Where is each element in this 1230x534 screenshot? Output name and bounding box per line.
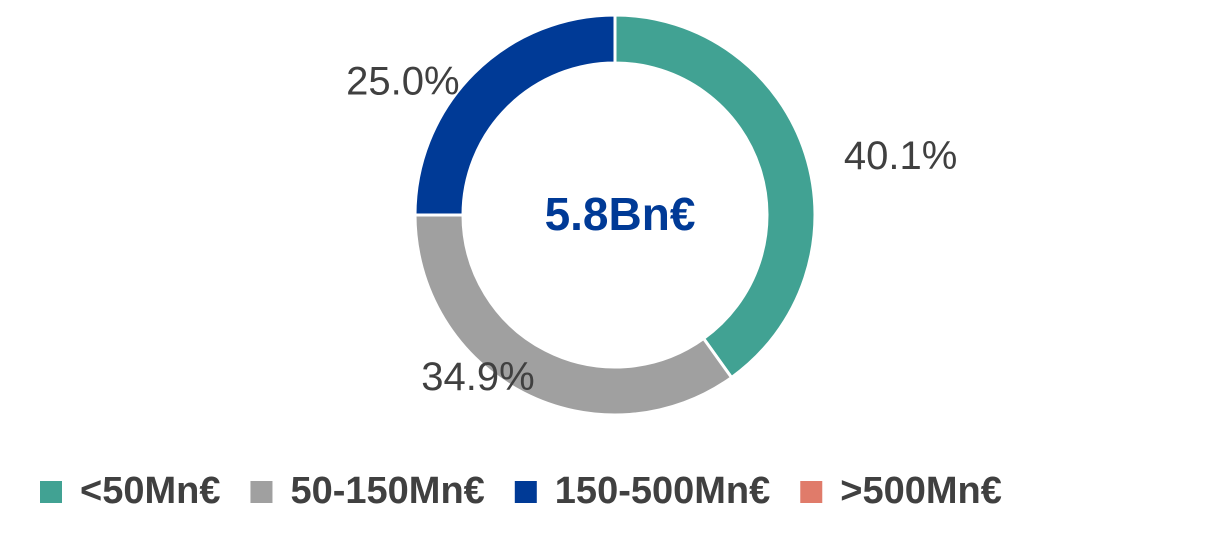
legend-label: >500Mn€ <box>840 470 1002 512</box>
legend-label: <50Mn€ <box>80 470 220 512</box>
data-label: 25.0% <box>346 60 459 104</box>
legend-label: 150-500Mn€ <box>555 470 770 512</box>
donut-segment <box>413 13 617 217</box>
donut-segment <box>613 13 817 380</box>
legend-label: 50-150Mn€ <box>290 470 484 512</box>
center-label: 5.8Bn€ <box>545 188 696 240</box>
donut-segment <box>413 213 734 417</box>
data-label: 34.9% <box>421 355 534 399</box>
data-label: 40.1% <box>844 134 957 178</box>
legend-swatch <box>800 481 823 503</box>
legend-swatch <box>250 481 273 503</box>
legend-swatch <box>514 481 537 503</box>
legend-swatch <box>40 481 62 503</box>
